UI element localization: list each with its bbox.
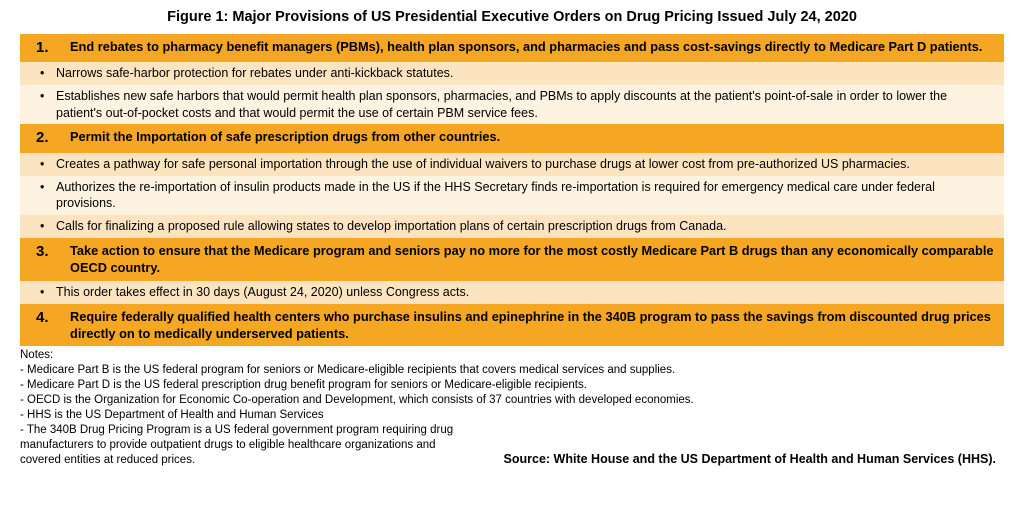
bullet-item: Creates a pathway for safe personal impo… bbox=[20, 153, 1004, 176]
figure-container: Figure 1: Major Provisions of US Preside… bbox=[0, 0, 1024, 472]
bullet-item: Narrows safe-harbor protection for rebat… bbox=[20, 62, 1004, 85]
bullet-item: Establishes new safe harbors that would … bbox=[20, 85, 1004, 125]
bullet-item: Authorizes the re-importation of insulin… bbox=[20, 176, 1004, 216]
source-citation: Source: White House and the US Departmen… bbox=[504, 451, 1004, 467]
notes-label: Notes: bbox=[20, 348, 1004, 363]
provision-text: Permit the Importation of safe prescript… bbox=[66, 128, 996, 145]
bullet-item: This order takes effect in 30 days (Augu… bbox=[20, 281, 1004, 304]
provision-bullets: Narrows safe-harbor protection for rebat… bbox=[20, 62, 1004, 125]
note-line: - HHS is the US Department of Health and… bbox=[20, 408, 1004, 423]
provision-header: 2.Permit the Importation of safe prescri… bbox=[20, 124, 1004, 152]
notes-list: - Medicare Part B is the US federal prog… bbox=[20, 363, 1004, 423]
provision-number: 3. bbox=[36, 242, 66, 262]
provision-header: 4.Require federally qualified health cen… bbox=[20, 304, 1004, 347]
provision-header: 3.Take action to ensure that the Medicar… bbox=[20, 238, 1004, 281]
note-line: - The 340B Drug Pricing Program is a US … bbox=[20, 423, 474, 468]
provision-number: 2. bbox=[36, 128, 66, 148]
figure-title: Figure 1: Major Provisions of US Preside… bbox=[20, 6, 1004, 34]
bullet-item: Calls for finalizing a proposed rule all… bbox=[20, 215, 1004, 238]
notes-section: Notes: - Medicare Part B is the US feder… bbox=[20, 346, 1004, 468]
provision-bullets: Creates a pathway for safe personal impo… bbox=[20, 153, 1004, 239]
note-line: - Medicare Part B is the US federal prog… bbox=[20, 363, 1004, 378]
provision-number: 4. bbox=[36, 308, 66, 328]
note-line: - Medicare Part D is the US federal pres… bbox=[20, 378, 1004, 393]
provision-bullets: This order takes effect in 30 days (Augu… bbox=[20, 281, 1004, 304]
provisions-list: 1.End rebates to pharmacy benefit manage… bbox=[20, 34, 1004, 347]
provision-number: 1. bbox=[36, 38, 66, 58]
note-line: - OECD is the Organization for Economic … bbox=[20, 393, 1004, 408]
provision-text: End rebates to pharmacy benefit managers… bbox=[66, 38, 996, 55]
provision-text: Take action to ensure that the Medicare … bbox=[66, 242, 996, 277]
provision-header: 1.End rebates to pharmacy benefit manage… bbox=[20, 34, 1004, 62]
provision-text: Require federally qualified health cente… bbox=[66, 308, 996, 343]
source-row: - The 340B Drug Pricing Program is a US … bbox=[20, 423, 1004, 468]
